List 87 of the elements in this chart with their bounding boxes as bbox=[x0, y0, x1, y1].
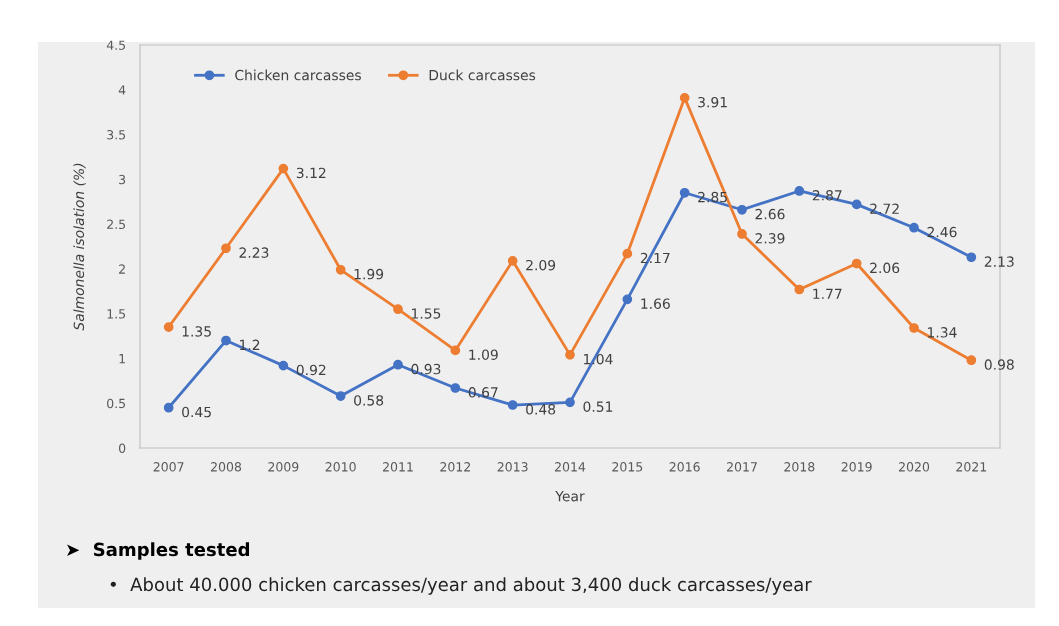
data-label: 1.77 bbox=[813, 288, 842, 299]
point bbox=[335, 391, 346, 401]
y-tick-label: 4.5 bbox=[106, 40, 126, 50]
point bbox=[450, 345, 461, 356]
point bbox=[278, 360, 289, 371]
y-axis-title: Salmonella isolation (%) bbox=[73, 163, 86, 331]
y-tick-label: 0 bbox=[118, 443, 126, 453]
x-tick-label: 2007 bbox=[153, 462, 184, 472]
point bbox=[966, 355, 977, 366]
point bbox=[851, 258, 862, 269]
data-label: 1.35 bbox=[182, 326, 211, 337]
data-label: 1.34 bbox=[928, 327, 957, 338]
data-label: 2.09 bbox=[526, 259, 556, 271]
point bbox=[737, 204, 747, 215]
x-tick-label: 2013 bbox=[497, 462, 528, 472]
x-tick-label: 2010 bbox=[325, 462, 356, 472]
text: ➤ Samples tested bbox=[67, 542, 249, 560]
x-tick-label: 2016 bbox=[669, 462, 700, 472]
point bbox=[622, 248, 633, 259]
point bbox=[851, 199, 862, 210]
data-label: 1.2 bbox=[240, 339, 260, 350]
y-tick-label: 2.5 bbox=[107, 219, 126, 230]
data-label: 2.66 bbox=[755, 208, 785, 220]
data-label: 0.67 bbox=[468, 387, 498, 398]
x-tick-label: 2020 bbox=[899, 462, 930, 472]
y-tick-label: 1.5 bbox=[107, 309, 126, 319]
y-tick-label: 0.5 bbox=[107, 398, 126, 409]
data-label: 1.66 bbox=[641, 298, 670, 309]
x-tick-label: 2017 bbox=[727, 462, 757, 472]
x-tick-label: 2019 bbox=[841, 462, 872, 472]
data-label: 2.13 bbox=[984, 256, 1014, 267]
data-label: 0.93 bbox=[411, 363, 441, 375]
data-label: 2.72 bbox=[870, 203, 899, 214]
point bbox=[679, 92, 690, 103]
x-tick-label: 2018 bbox=[784, 462, 815, 472]
data-label: 1.99 bbox=[354, 268, 384, 280]
y-tick-label: 2 bbox=[119, 264, 125, 274]
x-tick-label: 2014 bbox=[555, 462, 586, 472]
point bbox=[450, 383, 461, 393]
data-label: 0.98 bbox=[984, 359, 1014, 370]
point bbox=[565, 350, 575, 360]
x-tick-label: 2012 bbox=[440, 462, 470, 472]
x-tick-label: 2009 bbox=[268, 462, 299, 472]
x-axis-title: Year bbox=[555, 491, 585, 502]
point bbox=[507, 255, 518, 266]
x-tick-label: 2008 bbox=[211, 462, 242, 472]
point bbox=[335, 264, 346, 275]
data-label: 2.23 bbox=[239, 247, 269, 258]
data-label: 0.45 bbox=[182, 406, 211, 418]
point bbox=[679, 187, 690, 198]
data-label: 2.06 bbox=[870, 262, 900, 274]
point bbox=[737, 229, 747, 239]
point bbox=[507, 400, 518, 410]
point bbox=[163, 402, 174, 413]
point bbox=[393, 304, 403, 315]
point bbox=[221, 335, 231, 346]
point bbox=[909, 323, 919, 333]
data-label: 2.46 bbox=[927, 226, 957, 238]
point bbox=[278, 163, 289, 174]
x-tick-label: 2011 bbox=[383, 462, 413, 472]
point bbox=[794, 284, 805, 295]
y-tick-label: 3.5 bbox=[107, 130, 126, 140]
data-label: 0.48 bbox=[526, 404, 556, 415]
data-label: 0.58 bbox=[354, 395, 384, 406]
data-label: 0.51 bbox=[583, 401, 613, 412]
point bbox=[909, 222, 919, 233]
legend-label: Chicken carcasses bbox=[235, 69, 361, 81]
data-label: 2.39 bbox=[755, 233, 785, 244]
y-tick-label: 3 bbox=[119, 174, 126, 185]
point bbox=[794, 186, 805, 196]
x-tick-label: 2015 bbox=[612, 462, 643, 472]
point bbox=[393, 359, 403, 370]
legend-label: Duck carcasses bbox=[429, 69, 536, 81]
data-label: 1.09 bbox=[469, 349, 498, 360]
point bbox=[622, 294, 633, 305]
y-tick-label: 4 bbox=[118, 85, 126, 95]
data-label: 3.91 bbox=[698, 96, 727, 108]
data-label: 0.92 bbox=[296, 364, 326, 376]
point bbox=[966, 252, 977, 263]
y-tick-label: 1 bbox=[119, 354, 125, 364]
x-tick-label: 2021 bbox=[956, 462, 987, 472]
data-label: 3.12 bbox=[296, 167, 326, 179]
point bbox=[163, 322, 174, 332]
data-label: 1.55 bbox=[412, 308, 441, 319]
point bbox=[565, 397, 575, 408]
point bbox=[221, 243, 231, 254]
text: • About 40.000 chicken carcasses/year and about 3,400 duck carcasses/year bbox=[110, 577, 812, 595]
